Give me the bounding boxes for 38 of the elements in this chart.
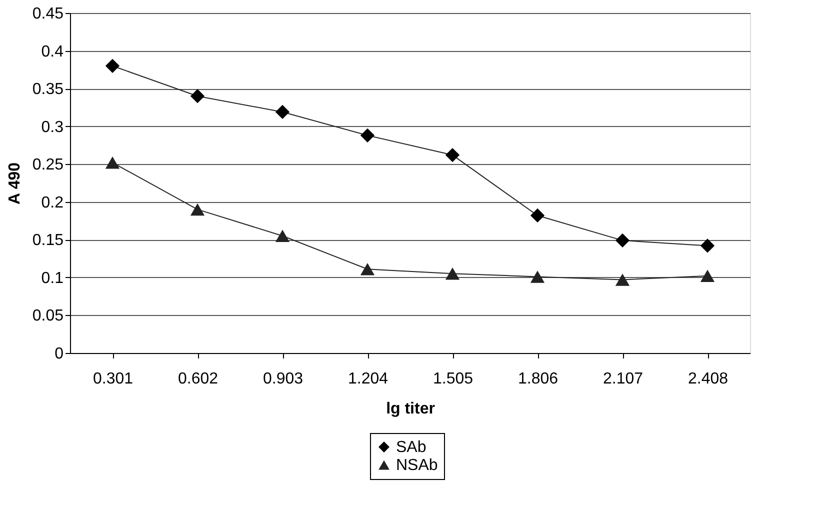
point bbox=[190, 89, 205, 104]
y-tick-label: 0.25 bbox=[32, 156, 64, 174]
x-tick-label: 0.903 bbox=[262, 370, 304, 388]
point bbox=[360, 263, 375, 276]
point bbox=[360, 128, 375, 142]
y-tick-label: 0.05 bbox=[32, 308, 64, 325]
x-tick-label: 1.806 bbox=[518, 370, 558, 388]
x-tick-label: 1.204 bbox=[348, 370, 388, 388]
point bbox=[700, 270, 715, 282]
y-tick-label: 0.4 bbox=[41, 43, 64, 60]
x-axis-title: lg titer bbox=[386, 400, 435, 418]
y-tick-label: 0.1 bbox=[41, 270, 64, 287]
y-tick-label: 0.3 bbox=[41, 118, 64, 136]
point bbox=[615, 274, 630, 286]
x-tick-label: 2.107 bbox=[602, 370, 644, 388]
point bbox=[530, 208, 545, 223]
x-tick-label: 0.602 bbox=[178, 370, 218, 388]
point bbox=[105, 156, 120, 169]
legend-label: SAb bbox=[396, 439, 426, 456]
y-tick-label: 0.2 bbox=[41, 194, 64, 212]
point bbox=[700, 238, 715, 253]
y-tick-label: 0.45 bbox=[32, 6, 64, 22]
point bbox=[275, 230, 290, 242]
point bbox=[445, 268, 460, 280]
legend-label: NSAb bbox=[396, 457, 438, 474]
y-tick-label: 0.35 bbox=[32, 81, 64, 98]
y-tick-label: 0.15 bbox=[32, 232, 64, 250]
y-tick-label: 0 bbox=[54, 346, 64, 362]
point bbox=[275, 104, 290, 120]
point bbox=[190, 203, 205, 216]
point bbox=[530, 270, 545, 283]
x-tick-label: 2.408 bbox=[688, 370, 728, 388]
x-tick-label: 1.505 bbox=[432, 370, 474, 388]
x-tick-label: 0.301 bbox=[92, 370, 134, 388]
y-axis-title: A 490 bbox=[6, 162, 24, 205]
point bbox=[615, 233, 630, 248]
point bbox=[105, 58, 120, 73]
point bbox=[445, 148, 460, 162]
